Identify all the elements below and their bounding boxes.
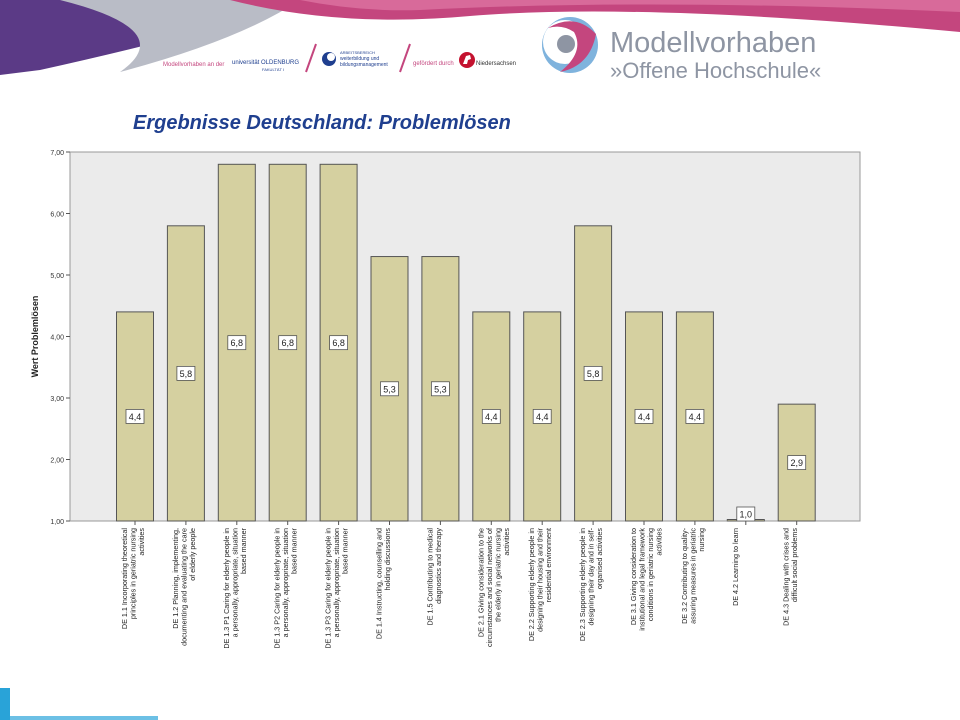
brand-name-line2: »Offene Hochschule« [610,58,821,83]
data-label: 5,3 [434,384,447,394]
partner1-name: universität OLDENBURG [232,60,299,66]
chart-svg: 1,00 2,00 3,00 4,00 5,00 6,00 7,00 Wert Problem… [30,150,861,649]
x-tick-label: conditions in geriatric nursing [646,528,655,621]
x-tick-label: based manner [290,527,299,574]
partner1-prefix: Modellvorhaben an der [163,62,224,68]
data-label: 5,3 [383,384,396,394]
data-label-box [176,365,196,381]
banner-graphic: Modellvorhaben »Offene Hochschule« Model… [0,0,960,83]
x-tick-label: DE 1.5 Contributing to medical [425,528,434,626]
x-tick-label: DE 2.2 Supporting elderly people in [527,528,536,641]
y-tick-label: 4,00 [50,335,64,342]
y-tick-label: 3,00 [50,396,64,403]
header-banner: Modellvorhaben »Offene Hochschule« Model… [0,0,960,110]
data-label: 5,8 [180,369,193,379]
x-tick-label: DE 1.3 P1 Caring for elderly people in [222,528,231,649]
top-left-grey-swoosh [60,0,300,72]
partner2-logo-icon [322,52,336,66]
data-label: 4,4 [485,412,498,422]
x-tick-label: activities [137,528,146,556]
x-tick-label: institutional and legal framework [638,528,647,631]
state-name: Niedersachsen [476,61,516,67]
y-tick-label: 2,00 [50,458,64,465]
data-label: 6,8 [332,338,345,348]
x-tick-label: DE 3.2 Contributing to quality- [680,527,689,623]
x-tick-label: DE 1.3 P3 Caring for elderly people in [324,528,333,649]
x-tick-label: DE 4.2 Learning to learn [731,528,740,606]
data-label-box [583,365,603,381]
bar-chart: 1,00 2,00 3,00 4,00 5,00 6,00 7,00 Wert Problem… [0,140,960,700]
slide-title: Ergebnisse Deutschland: Problemlösen [133,112,511,134]
x-tick-label: principles in geriatric nursing [129,528,138,619]
x-tick-label: DE 2.1 Giving consideration to the [476,528,485,637]
x-tick-label: DE 4.3 Dealing with crises and [782,528,791,626]
x-tick-label: a personally, appropriate, situation [332,528,341,637]
data-label-box [532,409,552,424]
brand-name-line1: Modellvorhaben [610,27,816,59]
data-label: 4,4 [129,412,142,422]
top-magenta-highlight [300,0,960,12]
brand-logo-icon [542,17,598,73]
x-tick-label: organised activities [595,528,604,590]
data-label-box [481,409,501,424]
x-tick-label: holding discussions [383,528,392,591]
x-tick-label: based manner [341,527,350,574]
data-label-box [685,409,705,424]
x-tick-label: designing their housing and their [536,527,545,631]
y-axis-label: Wert Problemlösen [30,296,40,378]
data-label: 4,4 [638,412,651,422]
x-tick-label: the elderly in geriatric nursing [493,528,502,622]
data-label-box [380,381,399,397]
data-label-box [634,409,654,424]
data-label: 4,4 [536,412,549,422]
divider-slash-2 [399,43,411,73]
partner1-sub: FAKULTÄT I [262,67,284,72]
data-label-box [787,455,807,470]
x-tick-label: activities [502,528,511,556]
data-label: 6,8 [281,338,294,348]
data-label-box [227,335,247,351]
x-tick-label: DE 1.3 P2 Caring for elderly people in [273,528,282,649]
x-tick-label: of elderly people [188,528,197,581]
horse-icon [459,52,475,68]
partner2-line2: weiterbildung und [340,56,379,62]
partner2-line1: ARBEITSBEREICH [340,50,375,55]
funded-by-label: gefördert durch [413,61,454,67]
x-tick-label: DE 1.2 Planning, implementing, [171,528,180,629]
data-label: 6,8 [231,338,244,348]
y-tick-label: 5,00 [50,273,64,280]
data-label: 5,8 [587,369,600,379]
divider-slash-1 [305,43,317,73]
x-tick-label: a personally, appropriate, situation [230,528,239,637]
x-tick-label: designing their day and in self- [587,527,596,625]
x-tick-label: based manner [239,527,248,574]
x-tick-label: a personally, appropriate, situation [281,528,290,637]
x-tick-label: activities [655,528,664,556]
x-tick-label: DE 1.1 Incorporating theoretical [120,528,129,629]
x-tick-label: difficult social problems [790,528,799,603]
data-label-box [125,409,145,424]
bottom-accent-bar [0,688,10,720]
x-tick-label: DE 1.4 Instructing, counselling and [375,528,384,639]
data-label: 2,9 [790,458,803,468]
y-tick-label: 1,00 [50,519,64,526]
data-label-box [278,335,298,351]
x-tick-label: nursing [697,528,706,552]
data-label-box [430,381,450,397]
partner2-line3: bildungsmanagement [340,62,388,68]
x-tick-label: assuring measures in geriatric [688,528,697,624]
x-tick-label: circumstances and social networks of [485,528,494,647]
x-tick-label: documenting and evaluating the care [179,528,188,646]
data-label: 4,4 [689,412,702,422]
y-tick-label: 7,00 [50,150,64,157]
x-tick-label: residential environment [544,528,553,602]
y-tick-label: 6,00 [50,212,64,219]
x-tick-label: DE 2.3 Supporting elderly people in [578,528,587,641]
x-tick-label: DE 3.1 Giving consideration to [629,528,638,625]
bottom-accent-line [10,716,158,720]
data-label-box [329,335,349,351]
data-label: 1,0 [740,510,753,520]
x-tick-label: diagnostics and therapy [434,528,443,604]
